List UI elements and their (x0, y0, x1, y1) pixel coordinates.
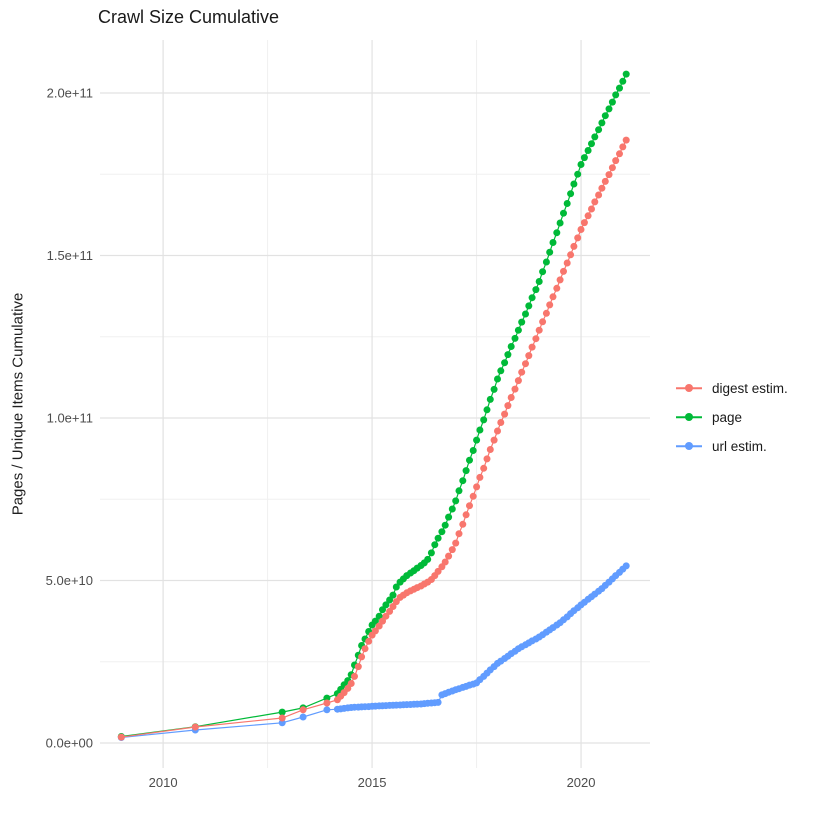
chart-title: Crawl Size Cumulative (98, 7, 280, 27)
legend-label-digest: digest estim. (712, 380, 788, 396)
y-tick-label: 0.0e+00 (46, 735, 93, 750)
legend-key-page-icon (676, 407, 702, 427)
legend-label-url: url estim. (712, 438, 767, 454)
legend-item-digest: digest estim. (676, 378, 788, 398)
x-tick-label: 2015 (358, 775, 387, 790)
x-tick-label: 2010 (149, 775, 178, 790)
legend: digest estim. page url estim. (676, 378, 788, 456)
legend-label-page: page (712, 409, 743, 425)
legend-item-url: url estim. (676, 436, 788, 456)
y-tick-label: 1.0e+11 (47, 410, 93, 425)
legend-item-page: page (676, 407, 788, 427)
legend-key-digest-icon (676, 378, 702, 398)
x-tick-label: 2020 (567, 775, 596, 790)
series-digest-estim (117, 136, 630, 741)
y-tick-label: 2.0e+11 (47, 85, 93, 100)
y-tick-label: 1.5e+11 (47, 248, 93, 263)
y-axis-title: Pages / Unique Items Cumulative (9, 292, 27, 516)
y-tick-label: 5.0e+10 (46, 573, 93, 588)
series-page (117, 70, 630, 740)
series-url-estim (117, 562, 630, 741)
legend-key-url-icon (676, 436, 702, 456)
